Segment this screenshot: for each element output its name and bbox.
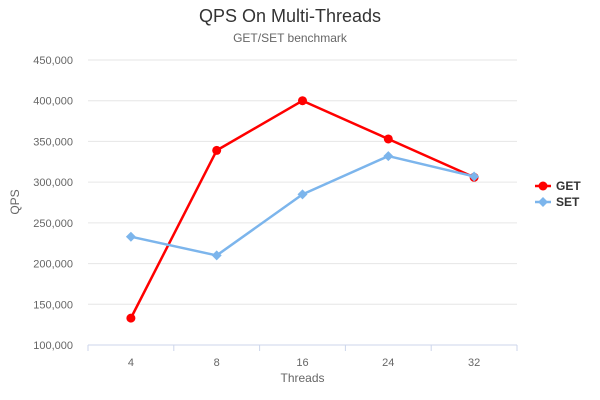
data-point-get[interactable] [126, 313, 136, 323]
y-axis-tick-label: 150,000 [33, 299, 73, 311]
data-point-set[interactable] [211, 250, 222, 261]
series-line-get [129, 99, 476, 320]
y-axis-tick-label: 100,000 [33, 340, 73, 352]
data-point-get[interactable] [298, 96, 307, 106]
y-axis-tick-label: 400,000 [33, 96, 73, 108]
legend-item-get[interactable]: GET [535, 179, 581, 193]
chart-title: QPS On Multi-Threads [198, 6, 382, 26]
chart-subtitle: GET/SET benchmark [233, 31, 347, 45]
x-axis-tick-label: 24 [382, 357, 394, 369]
legend-item-set[interactable]: SET [535, 195, 580, 209]
y-axis-tick-label: 250,000 [33, 218, 73, 230]
y-axis-tick-label: 350,000 [33, 136, 73, 148]
x-axis-tick-label: 16 [296, 357, 308, 369]
x-axis-tick-label: 4 [128, 357, 134, 369]
data-point-set[interactable] [469, 171, 480, 182]
y-axis-title: QPS [8, 189, 22, 214]
y-axis-tick-label: 450,000 [33, 55, 73, 67]
legend-label: SET [556, 195, 580, 209]
data-point-get[interactable] [212, 145, 222, 155]
y-axis-tick-label: 200,000 [33, 259, 73, 271]
legend-circle-icon [538, 181, 548, 191]
data-point-get[interactable] [383, 134, 393, 144]
data-point-set[interactable] [383, 151, 394, 162]
data-point-set[interactable] [125, 231, 136, 242]
data-point-set[interactable] [297, 189, 308, 200]
series-line-set [129, 154, 476, 257]
legend-diamond-icon [538, 197, 548, 207]
x-axis-tick-label: 32 [468, 357, 480, 369]
x-axis-tick-label: 8 [214, 357, 220, 369]
x-axis-title: Threads [280, 371, 324, 385]
y-axis-tick-label: 300,000 [33, 177, 73, 189]
legend-label: GET [556, 179, 581, 193]
